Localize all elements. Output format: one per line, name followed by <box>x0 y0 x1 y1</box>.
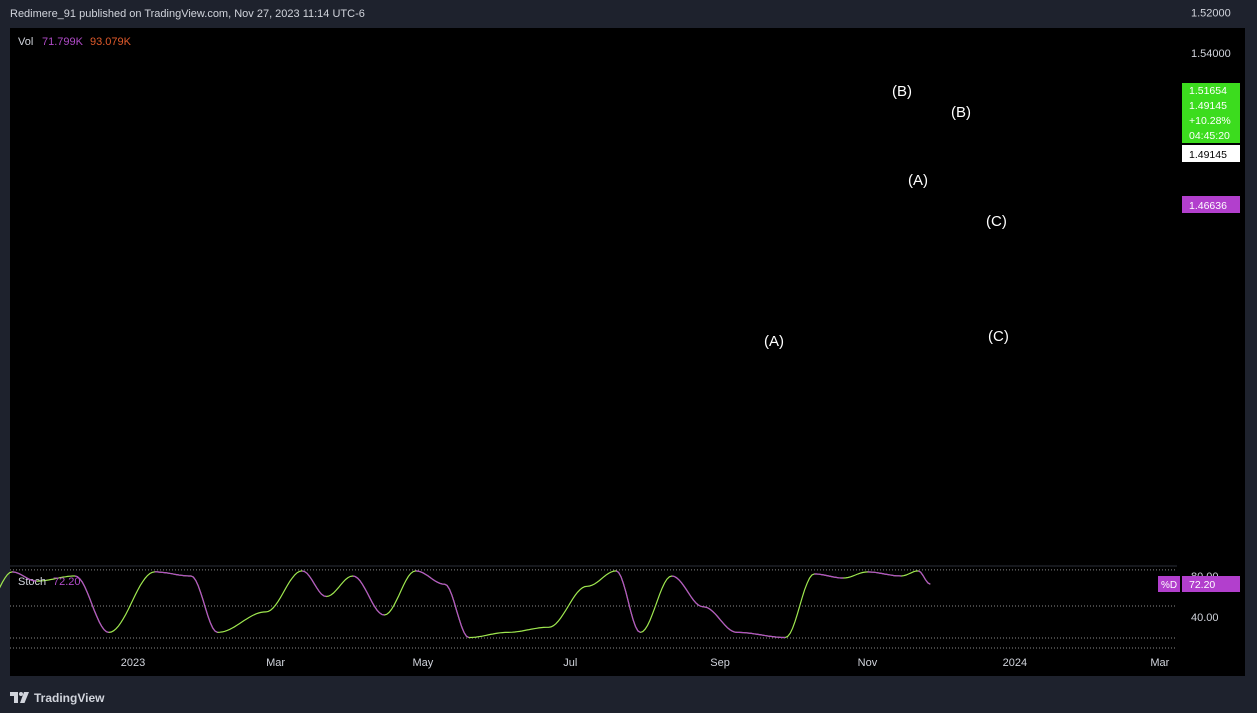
price-axis-labels: 1.540001.520001.500001.480001.460001.440… <box>1191 7 1231 60</box>
time-tick-label: Nov <box>858 657 878 669</box>
stoch-falling-segment <box>12 571 37 582</box>
bar-countdown: 04:45:20 <box>1189 130 1230 142</box>
stoch-falling-segment <box>74 575 109 633</box>
stoch-falling-segment <box>415 570 445 585</box>
current-price-value: 1.49145 <box>1189 100 1227 112</box>
last-price-value: 1.49145 <box>1189 149 1227 161</box>
time-scale[interactable] <box>10 648 1177 676</box>
stoch-falling-segment <box>190 575 218 633</box>
stoch-value-badge-text: 72.20 <box>1189 579 1215 591</box>
stoch-falling-segment <box>301 570 327 598</box>
time-tick-label: May <box>413 657 434 669</box>
header-bar: Redimere_91 published on TradingView.com… <box>0 0 1257 28</box>
stoch-falling-segment <box>867 571 902 577</box>
stoch-d-badge <box>1158 576 1180 592</box>
time-tick-label: Mar <box>1150 657 1169 669</box>
stoch-falling-segment <box>671 575 704 608</box>
stoch-d-label: %D <box>1161 580 1177 591</box>
time-axis-labels: 2023 Mar May Jul Sep Nov 2024 Mar <box>121 657 1170 669</box>
time-tick-label: Mar <box>266 657 285 669</box>
stoch-legend-label: Stoch <box>18 576 46 588</box>
chart-canvas[interactable]: 1.540001.520001.500001.480001.460001.440… <box>0 0 1257 684</box>
stoch-tick-label: 40.00 <box>1191 612 1219 624</box>
stoch-falling-segment <box>917 570 931 585</box>
time-tick-label: 2024 <box>1003 657 1027 669</box>
plot-area[interactable] <box>10 28 1177 648</box>
tradingview-logo-icon[interactable] <box>10 689 30 705</box>
take-profit-badge <box>1182 83 1240 143</box>
stoch-falling-segment <box>814 573 844 579</box>
stoch-falling-segment <box>615 570 641 633</box>
time-tick-label: Sep <box>710 657 730 669</box>
volume-legend-label: Vol <box>18 36 33 48</box>
stop-badge <box>1182 196 1240 213</box>
footer: TradingView <box>0 684 1257 713</box>
wave-label-a-lower: (A) <box>764 333 784 350</box>
take-profit-value: 1.51654 <box>1189 85 1227 97</box>
publish-info: Redimere_91 published on TradingView.com… <box>10 8 365 20</box>
stoch-falling-segment <box>703 606 738 633</box>
stop-value: 1.46636 <box>1189 200 1227 212</box>
wave-label-c-upper: (C) <box>986 213 1007 230</box>
stoch-value-badge <box>1182 576 1240 592</box>
time-tick-label: 2023 <box>121 657 145 669</box>
wave-label-c-lower: (C) <box>988 328 1009 345</box>
wave-label-b-upper: (B) <box>892 83 912 100</box>
stoch-falling-segment <box>154 571 191 577</box>
stoch-falling-segment <box>444 583 470 639</box>
stoch-falling-segment <box>352 575 385 616</box>
volume-ma-legend-value: 93.079K <box>90 36 132 48</box>
last-price-badge <box>1182 145 1240 162</box>
brand-name: TradingView <box>34 691 105 705</box>
stoch-falling-segments <box>12 570 931 639</box>
stoch-guides <box>10 569 1177 649</box>
volume-legend-value: 71.799K <box>42 36 84 48</box>
price-tick-label: 1.52000 <box>1191 7 1231 19</box>
wave-label-a-upper: (A) <box>908 172 928 189</box>
stoch-falling-segment <box>737 631 786 639</box>
stoch-legend-value: 72.20 <box>53 576 81 588</box>
change-percent: +10.28% <box>1189 115 1231 127</box>
wave-label-b-projection: (B) <box>951 104 971 121</box>
price-tick-label: 1.54000 <box>1191 48 1231 60</box>
time-tick-label: Jul <box>563 657 577 669</box>
